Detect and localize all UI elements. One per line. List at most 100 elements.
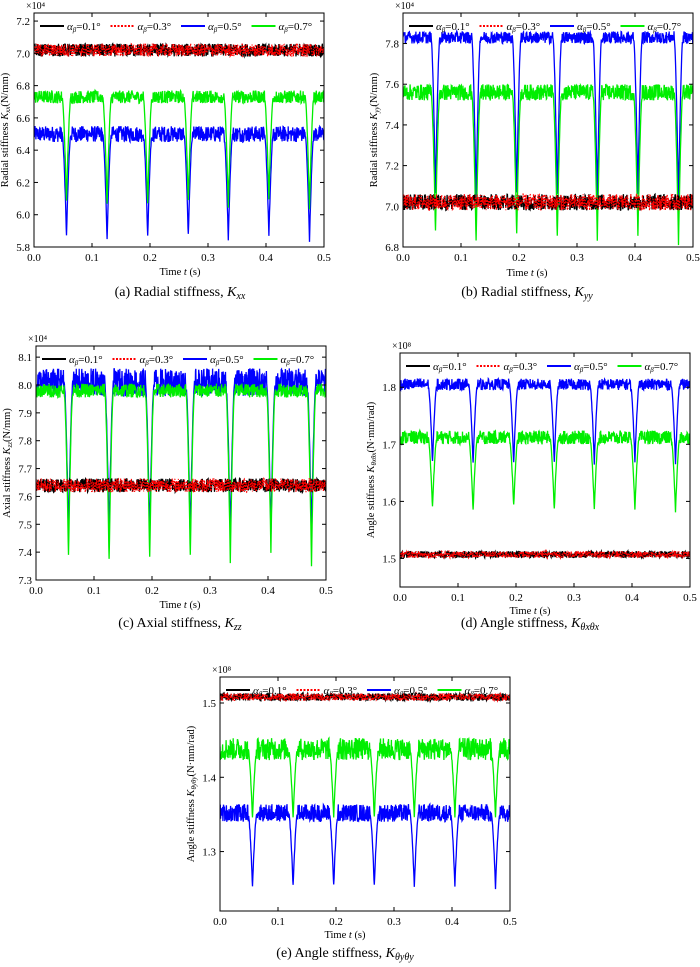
x-tick-label: 0.5 <box>319 585 333 597</box>
series-line-2 <box>403 192 693 212</box>
x-axis-label: Time t (s) <box>509 606 551 617</box>
caption-e: (e) Angle stiffness, Kθyθy <box>276 946 414 963</box>
caption-d: (d) Angle stiffness, Kθxθx <box>461 616 600 633</box>
y-tick-label: 7.4 <box>18 547 32 559</box>
plot-frame <box>33 12 325 248</box>
legend: αβ=0.1° αβ=0.3° αβ=0.5° αβ=0.7° <box>40 21 312 34</box>
y-tick-label: 8.1 <box>18 352 32 364</box>
chart-e: 0.0 0.1 0.2 0.3 0.4 0.5 1.3 1.4 1.5 ×10⁸ Time t (s… <box>186 665 517 963</box>
plot-frame <box>402 12 694 248</box>
y-tick-label: 1.6 <box>382 496 396 508</box>
x-axis-label: Time t (s) <box>506 268 548 279</box>
y-tick-label: 7.4 <box>385 120 399 132</box>
axis-multiplier: ×10⁸ <box>212 665 232 676</box>
y-tick-label: 6.0 <box>16 210 30 222</box>
x-tick-label: 0.3 <box>567 592 581 604</box>
x-tick-label: 0.1 <box>451 592 465 604</box>
legend-label-3: αβ=0.5° <box>574 361 608 374</box>
x-tick-label: 0.4 <box>445 916 459 928</box>
series-line-1 <box>36 476 326 495</box>
y-tick-label: 6.4 <box>16 145 30 157</box>
series-line-4 <box>34 88 324 210</box>
y-axis-label: Radial stiffness Kxx(N/mm) <box>0 72 12 187</box>
y-tick-label: 7.8 <box>18 436 32 448</box>
series-line-2 <box>220 691 510 703</box>
series-line-3 <box>220 802 510 890</box>
x-tick-label: 0.0 <box>213 916 227 928</box>
y-tick-label: 7.7 <box>18 464 32 476</box>
y-tick-label: 7.0 <box>16 48 30 60</box>
x-tick-label: 0.2 <box>512 252 526 264</box>
x-tick-label: 0.5 <box>317 252 331 264</box>
x-tick-label: 0.1 <box>454 252 468 264</box>
plot-area <box>403 28 693 246</box>
legend-label-2: αβ=0.3° <box>140 354 174 367</box>
legend-label-4: αβ=0.7° <box>465 685 499 698</box>
series-line-4 <box>36 383 326 567</box>
x-axis-label: Time t (s) <box>159 267 201 278</box>
legend-label-1: αβ=0.1° <box>436 21 470 34</box>
plot-frame <box>399 352 691 588</box>
x-tick-label: 0.4 <box>628 252 642 264</box>
series-line-2 <box>34 42 324 59</box>
legend: αβ=0.1° αβ=0.3° αβ=0.5° αβ=0.7° <box>409 21 681 34</box>
x-tick-label: 0.1 <box>85 252 99 264</box>
y-tick-label: 7.9 <box>18 408 32 420</box>
legend-label-1: αβ=0.1° <box>67 21 101 34</box>
legend-label-1: αβ=0.1° <box>253 685 287 698</box>
legend-label-3: αβ=0.5° <box>394 685 428 698</box>
caption-b: (b) Radial stiffness, Kyy <box>461 285 593 302</box>
x-tick-label: 0.0 <box>393 592 407 604</box>
legend-label-4: αβ=0.7° <box>648 21 682 34</box>
series-line-3 <box>403 28 693 203</box>
chart-a: 0.0 0.1 0.2 0.3 0.4 0.5 5.8 6.0 6.2 6.4 6.6 6.8 7.0 7… <box>0 1 331 302</box>
caption-c: (c) Axial stiffness, Kzz <box>118 616 242 633</box>
series-line-2 <box>400 548 690 561</box>
x-tick-label: 0.3 <box>387 916 401 928</box>
y-tick-label: 7.3 <box>18 575 32 587</box>
y-tick-label: 7.8 <box>385 39 399 51</box>
legend-label-4: αβ=0.7° <box>645 361 679 374</box>
x-axis-label: Time t (s) <box>324 930 366 941</box>
y-tick-label: 6.2 <box>16 177 30 189</box>
legend: αβ=0.1° αβ=0.3° αβ=0.5° αβ=0.7° <box>42 354 314 367</box>
series-line-1 <box>34 42 324 59</box>
legend: αβ=0.1° αβ=0.3° αβ=0.5° αβ=0.7° <box>226 685 498 698</box>
legend-label-3: αβ=0.5° <box>210 354 244 367</box>
x-tick-label: 0.5 <box>503 916 517 928</box>
x-tick-label: 0.4 <box>625 592 639 604</box>
y-tick-label: 6.6 <box>16 113 30 125</box>
x-tick-label: 0.3 <box>203 585 217 597</box>
y-tick-label: 1.3 <box>202 847 216 859</box>
plot-area <box>36 367 326 567</box>
legend: αβ=0.1° αβ=0.3° αβ=0.5° αβ=0.7° <box>406 361 678 374</box>
legend-label-2: αβ=0.3° <box>324 685 358 698</box>
legend-label-4: αβ=0.7° <box>279 21 313 34</box>
x-tick-label: 0.2 <box>509 592 523 604</box>
legend-label-2: αβ=0.3° <box>138 21 172 34</box>
legend-label-1: αβ=0.1° <box>433 361 467 374</box>
y-tick-label: 7.6 <box>18 491 32 503</box>
axis-multiplier: ×10⁴ <box>28 334 48 345</box>
chart-b: 0.0 0.1 0.2 0.3 0.4 0.5 6.8 7.0 7.2 7.4 7.6 7.8 ×10⁴… <box>369 1 700 302</box>
axis-multiplier: ×10⁸ <box>392 341 412 352</box>
x-tick-label: 0.4 <box>259 252 273 264</box>
x-tick-label: 0.3 <box>570 252 584 264</box>
legend-label-2: αβ=0.3° <box>504 361 538 374</box>
x-tick-label: 0.0 <box>396 252 410 264</box>
x-tick-label: 0.4 <box>261 585 275 597</box>
series-line-4 <box>400 428 690 513</box>
x-tick-label: 0.2 <box>143 252 157 264</box>
series-line-2 <box>36 476 326 495</box>
chart-d: 0.0 0.1 0.2 0.3 0.4 0.5 1.5 1.6 1.7 1.8 ×10⁸ Time t… <box>366 341 697 633</box>
x-tick-label: 0.0 <box>27 252 41 264</box>
y-tick-label: 6.8 <box>16 81 30 93</box>
x-tick-label: 0.2 <box>329 916 343 928</box>
y-axis-label: Radial stiffness Kyy(N/mm) <box>369 72 381 187</box>
x-tick-label: 0.5 <box>686 252 700 264</box>
y-tick-label: 1.8 <box>382 382 396 394</box>
legend-label-3: αβ=0.5° <box>208 21 242 34</box>
series-line-4 <box>220 736 510 818</box>
x-tick-label: 0.5 <box>683 592 697 604</box>
y-tick-label: 7.5 <box>18 519 32 531</box>
